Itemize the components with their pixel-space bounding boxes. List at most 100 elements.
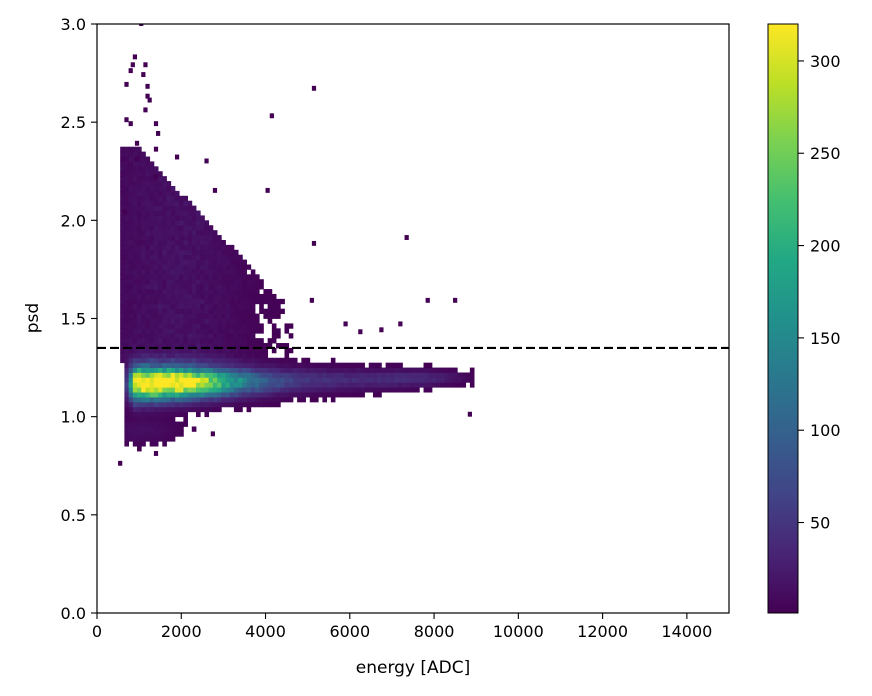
heatmap-bin xyxy=(427,387,433,393)
heatmap-bin xyxy=(204,323,210,329)
heatmap-bin xyxy=(166,235,172,241)
heatmap-bin xyxy=(162,259,167,265)
heatmap-bin xyxy=(204,284,210,290)
heatmap-outlier-bin xyxy=(145,93,150,99)
heatmap-bin xyxy=(221,347,226,354)
heatmap-bin xyxy=(267,367,273,373)
heatmap-bin xyxy=(229,401,235,408)
heatmap-bin xyxy=(238,284,243,290)
heatmap-bin xyxy=(145,185,151,192)
heatmap-bin xyxy=(292,392,298,398)
heatmap-bin xyxy=(187,406,193,413)
heatmap-bin xyxy=(204,343,210,349)
heatmap-bin xyxy=(149,254,155,260)
heatmap-bin xyxy=(132,362,138,368)
heatmap-bin xyxy=(305,357,311,364)
heatmap-bin xyxy=(149,284,155,290)
heatmap-bin xyxy=(191,264,197,270)
heatmap-bin xyxy=(145,303,151,310)
heatmap-bin xyxy=(263,392,269,398)
y-axis: 0.00.51.01.52.02.53.0 xyxy=(61,15,97,623)
heatmap-bin xyxy=(280,357,285,364)
heatmap-bin xyxy=(166,323,172,329)
heatmap-bin xyxy=(318,362,323,368)
heatmap-bin xyxy=(217,293,222,300)
heatmap-bin xyxy=(330,367,336,373)
heatmap-bin xyxy=(137,298,142,305)
heatmap-bin xyxy=(372,382,378,388)
heatmap-bin xyxy=(179,406,184,413)
heatmap-bin xyxy=(233,298,239,305)
heatmap-bin xyxy=(153,205,159,211)
heatmap-bin xyxy=(124,352,129,359)
heatmap-bin xyxy=(170,200,176,207)
heatmap-bin xyxy=(137,362,142,368)
heatmap-bin xyxy=(191,387,197,393)
heatmap-bin xyxy=(246,323,252,329)
heatmap-bin xyxy=(217,308,222,314)
heatmap-bin xyxy=(128,357,134,364)
heatmap-bin xyxy=(170,244,176,251)
heatmap-bin xyxy=(402,382,408,388)
heatmap-bin xyxy=(242,264,247,270)
heatmap-bin xyxy=(191,352,197,359)
heatmap-bin xyxy=(191,259,197,265)
heatmap-bin xyxy=(335,382,340,388)
heatmap-bin xyxy=(124,343,129,349)
heatmap-bin xyxy=(183,392,188,398)
heatmap-bin xyxy=(120,156,125,162)
heatmap-bin xyxy=(174,215,180,221)
heatmap-bin xyxy=(158,195,163,202)
heatmap-bin xyxy=(141,338,146,344)
heatmap-bin xyxy=(246,343,252,349)
heatmap-bin xyxy=(208,239,214,246)
heatmap-bin xyxy=(153,436,159,442)
heatmap-bin xyxy=(221,303,226,310)
heatmap-bin xyxy=(242,377,247,383)
heatmap-bin xyxy=(141,166,146,172)
heatmap-bin xyxy=(217,406,222,413)
heatmap-bin xyxy=(233,259,239,265)
heatmap-bin xyxy=(330,362,336,368)
heatmap-bin xyxy=(166,377,172,383)
heatmap-bin xyxy=(221,397,226,403)
heatmap-bin xyxy=(381,387,387,393)
heatmap-bin xyxy=(212,284,218,290)
heatmap-bin xyxy=(145,171,151,177)
heatmap-bin xyxy=(440,372,445,378)
heatmap-bin xyxy=(128,421,134,427)
heatmap-bin xyxy=(166,220,172,226)
heatmap-bin xyxy=(141,406,146,413)
heatmap-bin xyxy=(120,318,125,324)
heatmap-bin xyxy=(120,357,125,364)
heatmap-bin xyxy=(238,318,243,324)
heatmap-outlier-bin xyxy=(124,117,129,123)
heatmap-bin xyxy=(233,357,239,364)
heatmap-bin xyxy=(271,333,277,339)
heatmap-bin xyxy=(141,254,146,260)
heatmap-bin xyxy=(217,323,222,329)
heatmap-bin xyxy=(233,328,239,334)
heatmap-bin xyxy=(132,210,138,216)
heatmap-bin xyxy=(141,156,146,162)
heatmap-bin xyxy=(174,392,180,398)
heatmap-bin xyxy=(132,401,138,408)
heatmap-bin xyxy=(141,210,146,216)
heatmap-bin xyxy=(187,230,193,236)
heatmap-bin xyxy=(145,426,151,432)
heatmap-bin xyxy=(242,289,247,295)
heatmap-bin xyxy=(183,293,188,300)
heatmap-bin xyxy=(297,377,302,383)
heatmap-bin xyxy=(280,308,285,314)
heatmap-bin xyxy=(153,303,159,310)
heatmap-bin xyxy=(124,151,129,157)
heatmap-bin xyxy=(132,298,138,305)
heatmap-bin xyxy=(212,230,218,236)
heatmap-bin xyxy=(233,352,239,359)
x-axis: 0 2000 4000 6000 8000 10000 12000 14000 xyxy=(92,613,712,641)
heatmap-bin xyxy=(221,239,226,246)
heatmap-bin xyxy=(179,244,184,251)
heatmap-bin xyxy=(242,352,247,359)
heatmap-bin xyxy=(221,293,226,300)
heatmap-bin xyxy=(120,284,125,290)
